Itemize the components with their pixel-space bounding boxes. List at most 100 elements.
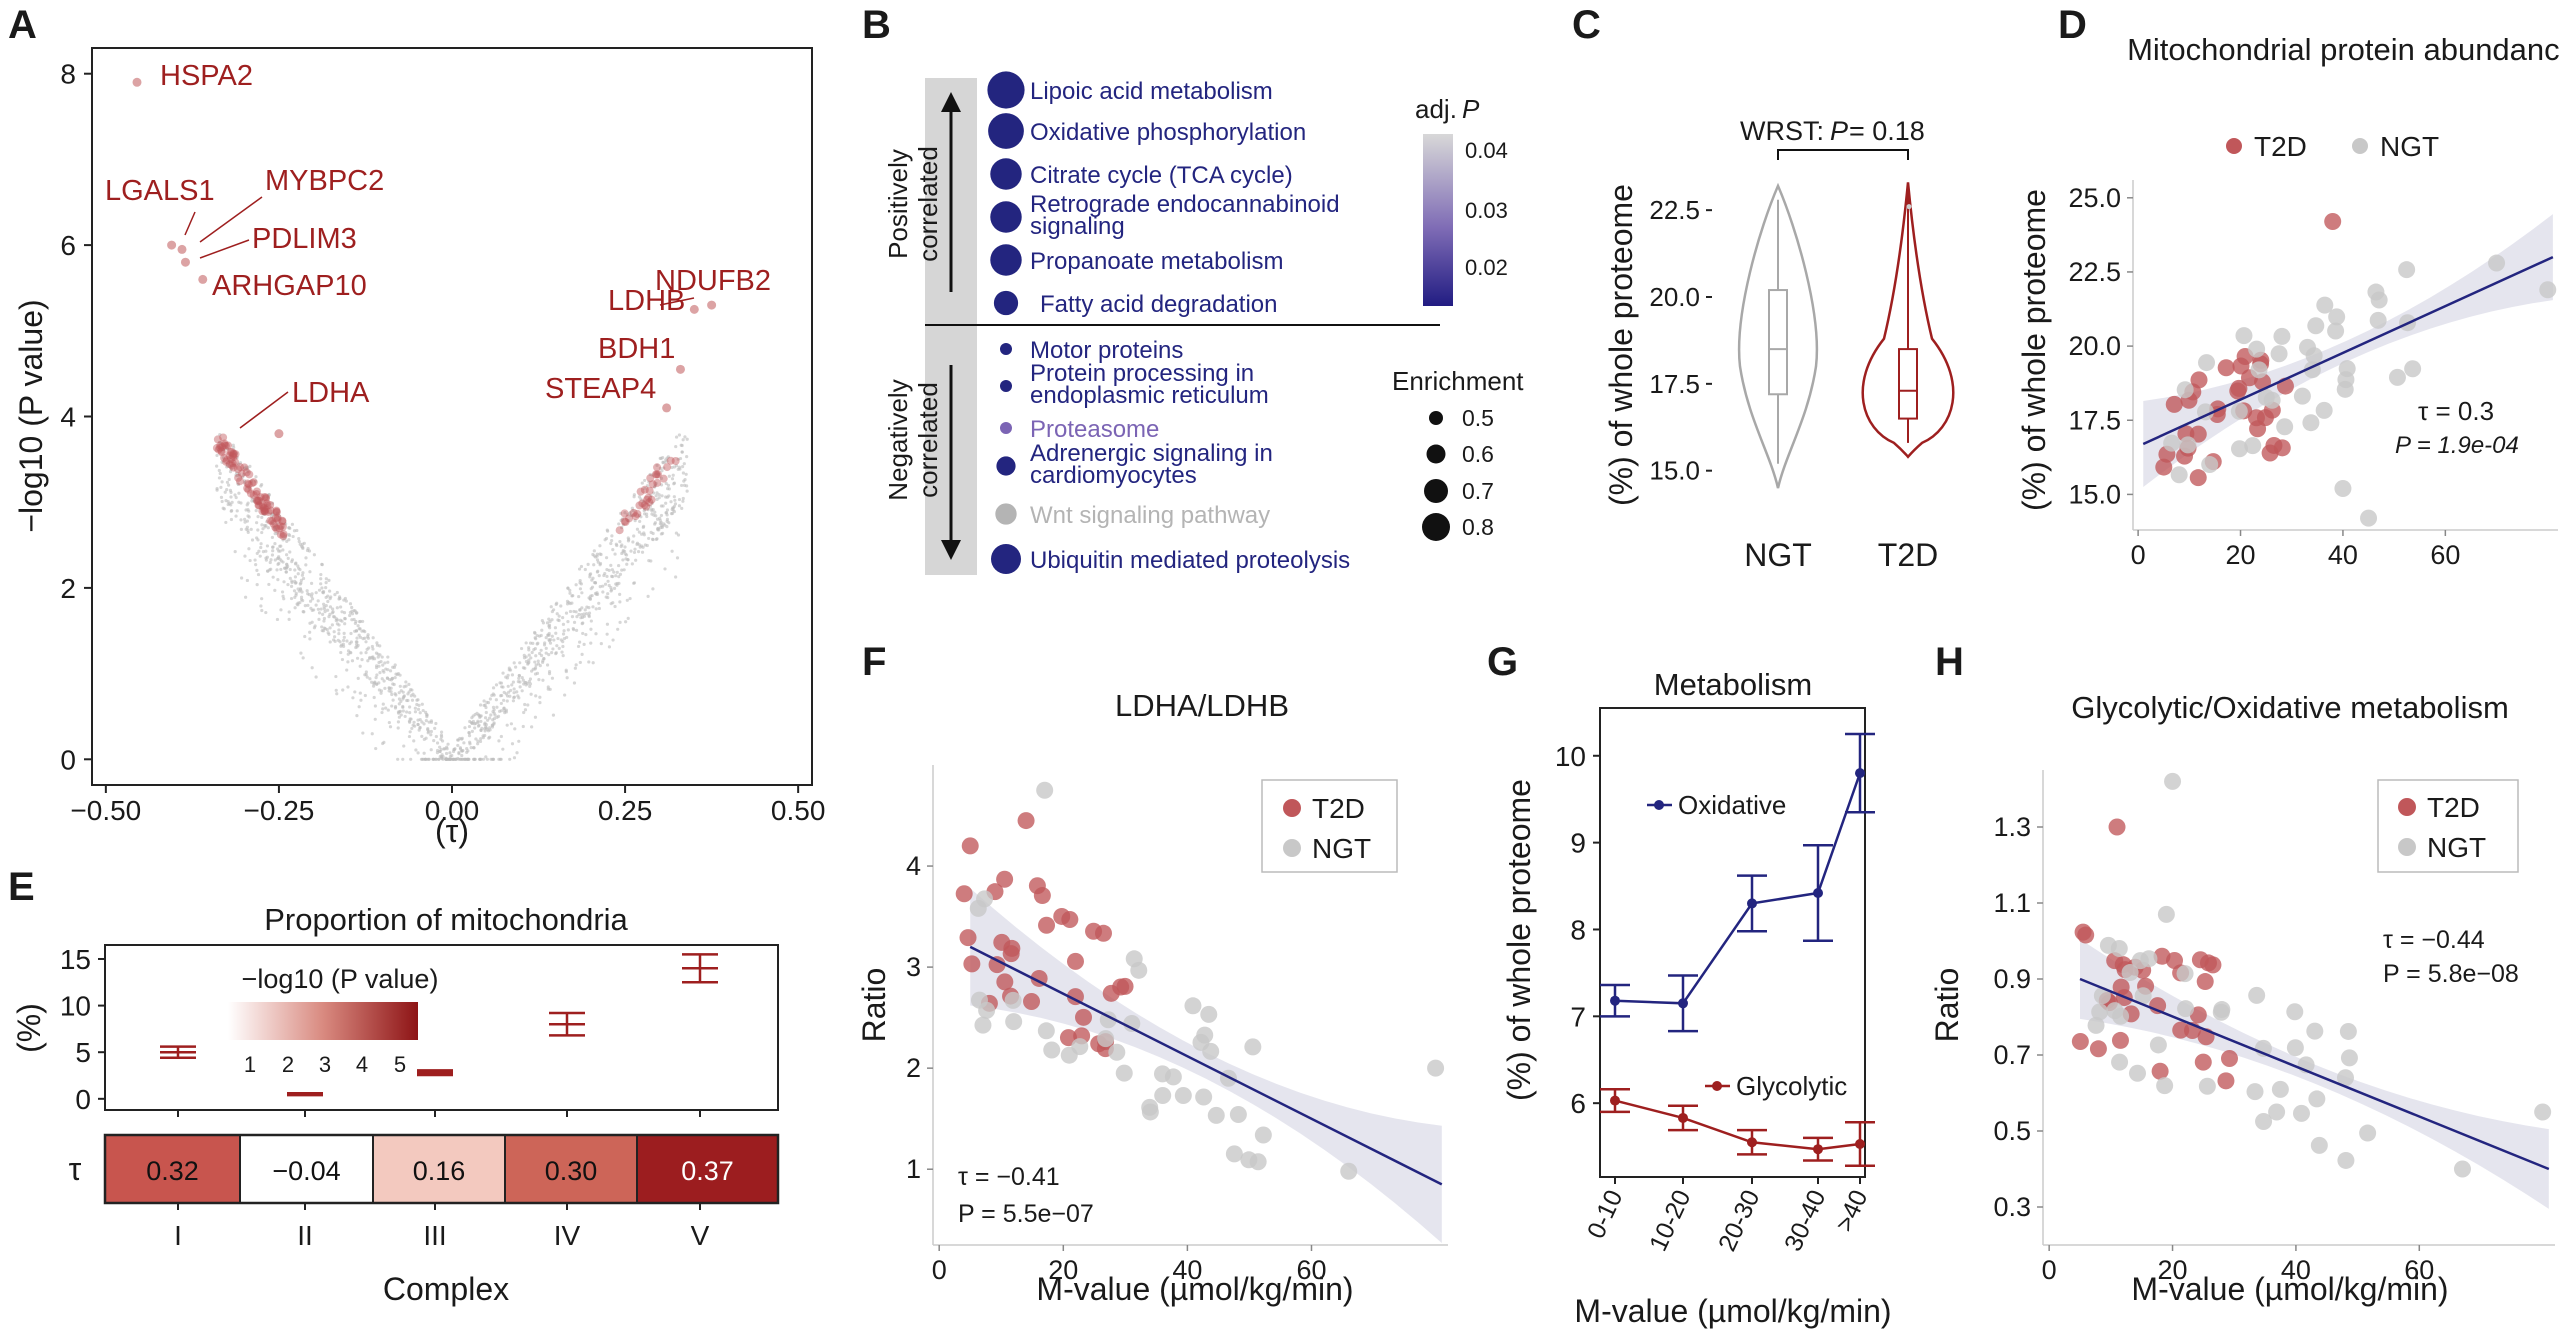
point-ns xyxy=(409,694,413,698)
point-sig xyxy=(249,491,258,500)
point-ns xyxy=(261,527,265,531)
label-leader xyxy=(184,211,196,236)
point-ngt xyxy=(2163,434,2181,452)
point-ngt xyxy=(2131,952,2149,970)
point-sig xyxy=(237,469,246,478)
point-ns xyxy=(338,618,343,622)
point-ngt xyxy=(2093,987,2111,1005)
point-t2d xyxy=(2249,420,2267,438)
point-sig xyxy=(636,487,645,496)
point-ns xyxy=(579,616,583,620)
term-dot xyxy=(990,158,1022,190)
point-ns xyxy=(682,462,686,466)
point-ns xyxy=(270,553,275,557)
point-ns xyxy=(293,575,298,579)
point-ns xyxy=(604,556,609,560)
point-ns xyxy=(427,720,431,724)
y-tick-label: 5 xyxy=(75,1037,91,1068)
point-sig xyxy=(219,433,228,442)
legend-dot-t2d xyxy=(2398,798,2416,816)
point-ngt xyxy=(2398,261,2416,279)
point-ngt xyxy=(1037,1022,1055,1040)
point-ns xyxy=(565,599,570,603)
point-ns xyxy=(473,757,477,761)
label-leader xyxy=(239,391,289,429)
point-sig xyxy=(246,489,255,498)
point-ns xyxy=(555,612,559,616)
point-sig xyxy=(228,461,237,470)
point-ns xyxy=(587,660,591,664)
point-ns xyxy=(517,673,521,678)
x-tick-label: 20-30 xyxy=(1713,1186,1765,1256)
point-ns xyxy=(256,572,261,577)
point-sig xyxy=(252,489,261,498)
point-ns xyxy=(273,558,277,562)
point-ns xyxy=(684,472,688,476)
arrow-down-head xyxy=(941,540,961,560)
point-ns xyxy=(520,676,524,680)
point-ns xyxy=(288,550,292,554)
point-ns xyxy=(527,658,531,662)
point-ns xyxy=(610,534,614,538)
point-ns xyxy=(478,757,482,761)
point-sig xyxy=(217,448,226,457)
color-legend-tick: 2 xyxy=(282,1052,294,1077)
point-sig xyxy=(272,508,281,517)
point-ns xyxy=(617,575,621,579)
point-ns xyxy=(312,553,316,557)
point-ngt xyxy=(1174,1087,1192,1105)
point-sig xyxy=(666,456,675,465)
point-ns xyxy=(341,638,346,643)
point-ns xyxy=(230,500,234,504)
point-ns xyxy=(677,433,682,437)
point-ns xyxy=(681,438,685,442)
point-ns xyxy=(542,643,547,647)
point-ns xyxy=(633,519,637,523)
point-sig xyxy=(272,507,281,516)
point-sig xyxy=(229,463,238,472)
point-ns xyxy=(296,564,300,568)
point-ns xyxy=(407,682,411,686)
point-ngt xyxy=(1036,781,1054,799)
point-t2d xyxy=(1023,992,1041,1010)
point-ns xyxy=(239,518,243,522)
point-ns xyxy=(646,594,650,598)
point-ns xyxy=(620,568,624,572)
point-ns xyxy=(390,692,394,697)
point-ns xyxy=(252,499,257,503)
point-ns xyxy=(269,558,273,562)
point-ns xyxy=(547,617,551,621)
point-ns xyxy=(478,703,483,707)
point-ns xyxy=(314,591,318,595)
point-sig xyxy=(235,477,244,486)
point-ns xyxy=(241,475,245,479)
point-ns xyxy=(623,552,627,556)
violin-t2d xyxy=(1861,182,1955,459)
point-ns xyxy=(533,630,537,635)
point-ns xyxy=(456,738,460,742)
point-ns xyxy=(582,612,586,616)
point-ns xyxy=(522,656,527,660)
point-ns xyxy=(249,527,253,531)
point-ns xyxy=(557,646,561,650)
point-ns xyxy=(499,757,503,761)
point-ns xyxy=(502,706,506,710)
point-ns xyxy=(661,504,665,508)
point-ns xyxy=(578,640,582,644)
point-ns xyxy=(473,713,477,717)
point-ns xyxy=(410,698,415,702)
point-ns xyxy=(268,560,272,565)
point-ngt xyxy=(2179,436,2197,454)
point-sig xyxy=(278,522,287,531)
point-ns xyxy=(680,443,684,448)
point-ns xyxy=(398,673,402,677)
legend-dot-ngt xyxy=(2352,138,2368,154)
point-ns xyxy=(494,683,499,687)
point-ns xyxy=(660,469,664,473)
point-ns xyxy=(348,650,352,654)
point-ns xyxy=(261,512,266,516)
point-ns xyxy=(289,584,294,588)
point-ns xyxy=(631,508,635,513)
point-ns xyxy=(229,490,233,494)
point-ns xyxy=(518,661,522,665)
